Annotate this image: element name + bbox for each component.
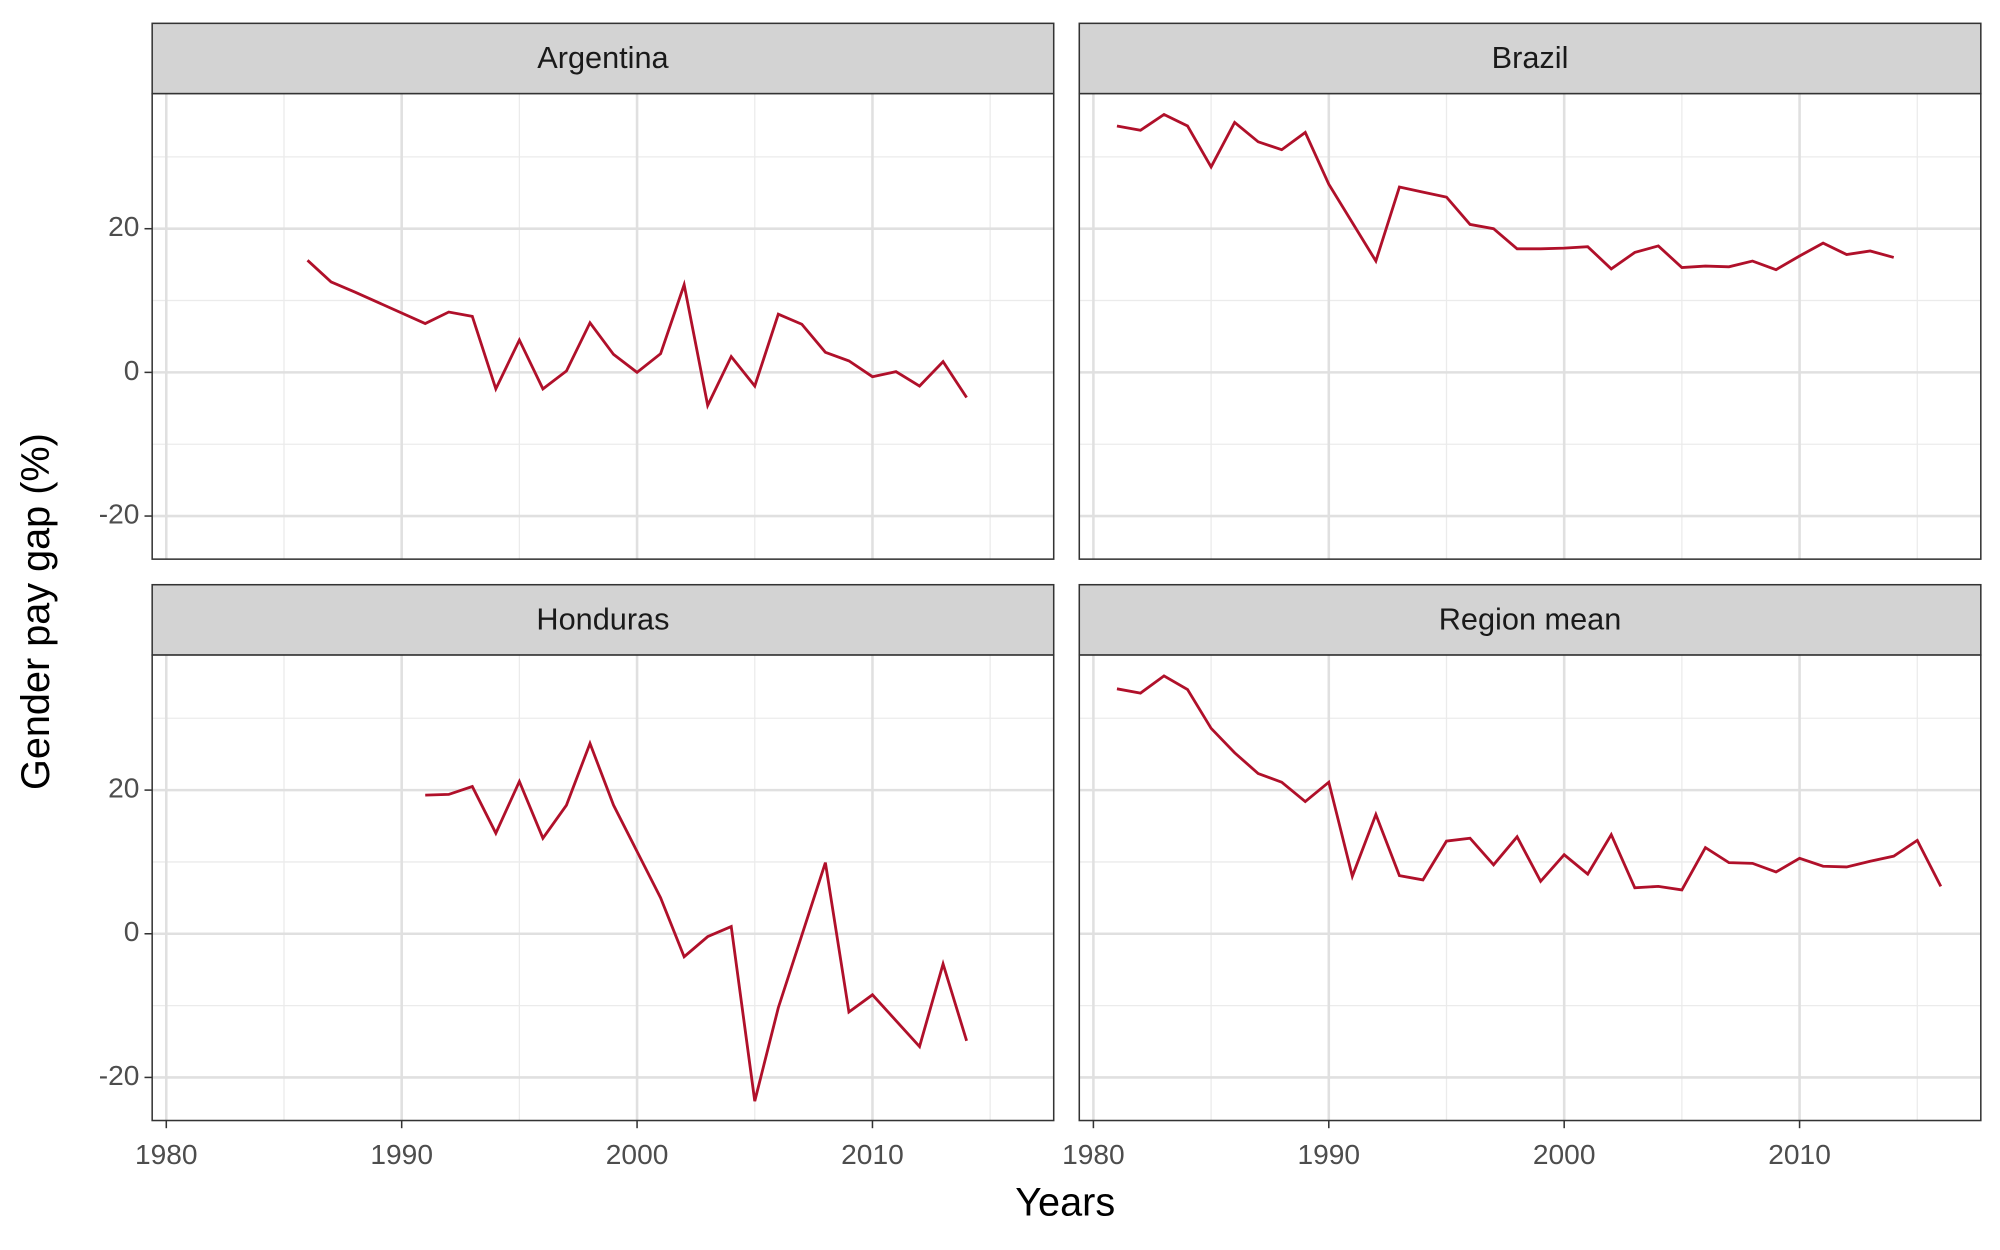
panel-title: Argentina [537,40,669,75]
y-tick-label: 20 [108,773,139,804]
data-line [425,739,968,1102]
plot-bg [1079,655,1981,1121]
x-tick-label: 2000 [606,1139,669,1170]
x-tick-label: 2010 [841,1139,904,1170]
strip [1078,22,1982,95]
y-axis-label: Gender pay gap (%) [14,433,58,790]
data-line [306,259,968,410]
strip [151,22,1055,95]
x-tick-label: 2010 [1768,1139,1831,1170]
y-tick-label: 20 [108,211,139,242]
strip [1078,583,1982,656]
y-tick-label: -20 [99,1060,140,1091]
panel-title: Honduras [536,601,669,636]
plot-bg [152,93,1054,560]
x-axis-label: Years [1015,1180,1115,1224]
plot-bg [152,655,1054,1121]
panel-border [151,92,1055,560]
y-tick-label: 0 [124,916,140,947]
panel-title: Brazil [1492,40,1569,75]
y-tick-label: 0 [124,355,140,386]
panel-border [1078,654,1982,1122]
panel-border [1078,92,1982,560]
data-line [1116,674,1943,892]
x-tick-label: 1990 [1298,1139,1361,1170]
x-tick-label: 2000 [1533,1139,1596,1170]
x-tick-label: 1990 [370,1139,433,1170]
panel-border [151,654,1055,1122]
strip [151,583,1055,656]
y-tick-label: -20 [99,498,140,529]
x-tick-label: 1980 [1062,1139,1125,1170]
data-line [1116,112,1895,272]
panel-title: Region mean [1439,601,1622,636]
x-tick-label: 1980 [135,1139,198,1170]
plot-bg [1079,93,1981,560]
